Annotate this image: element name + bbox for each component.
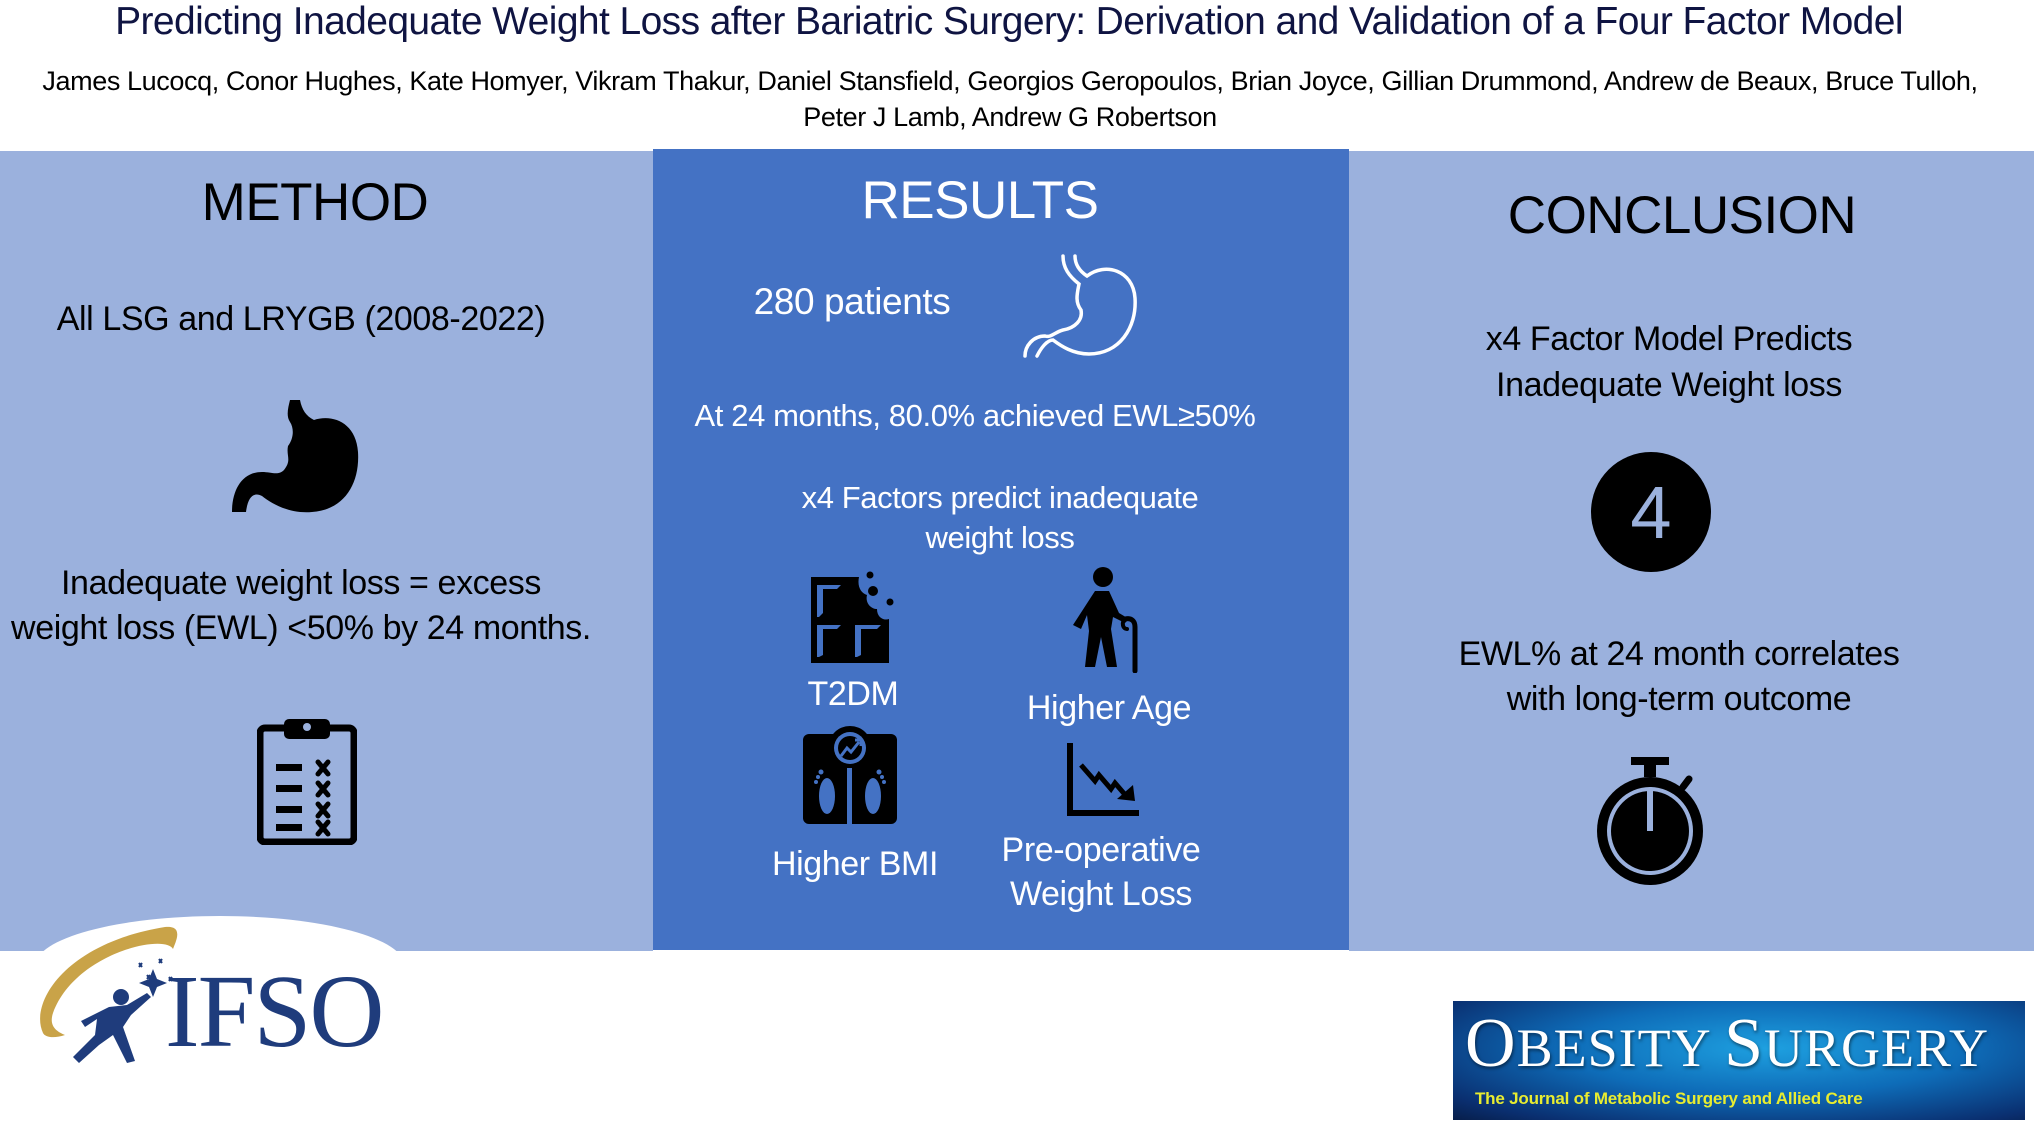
weighing-scale-icon (803, 726, 897, 824)
factor-age-label: Higher Age (1026, 689, 1192, 727)
method-procedures: All LSG and LRYGB (2008-2022) (56, 300, 546, 338)
factor-t2dm-label: T2DM (807, 675, 899, 713)
method-heading: METHOD (201, 173, 429, 232)
authors-line-2: Peter J Lamb, Andrew G Robertson (803, 102, 1217, 132)
ifso-logo-text: IFSO (165, 954, 384, 1069)
results-panel (653, 149, 1349, 950)
factors-intro-line-2: weight loss (925, 520, 1075, 555)
conclusion-correlation-line-2: with long-term outcome (1506, 680, 1852, 718)
method-definition-line-1: Inadequate weight loss = excess (61, 564, 541, 602)
results-heading: RESULTS (861, 171, 1099, 230)
number-four-badge-icon: 4 (1591, 452, 1711, 572)
badge-number: 4 (1630, 470, 1672, 554)
stomach-icon (232, 400, 359, 513)
stomach-outline-icon (1023, 254, 1137, 358)
declining-chart-icon (1067, 743, 1139, 816)
ifso-logo-emblem (40, 926, 178, 1063)
stopwatch-icon (1597, 757, 1703, 885)
factor-bmi-label: Higher BMI (771, 845, 939, 883)
conclusion-model-line-2: Inadequate Weight loss (1496, 366, 1842, 404)
patient-count: 280 patients (753, 281, 951, 322)
method-definition-line-2: weight loss (EWL) <50% by 24 months. (11, 609, 591, 647)
poster-title: Predicting Inadequate Weight Loss after … (115, 0, 1903, 43)
journal-title: OBESITY SURGERY (1465, 1005, 1990, 1082)
authors-line-1: James Lucocq, Conor Hughes, Kate Homyer,… (42, 66, 1978, 96)
conclusion-correlation-line-1: EWL% at 24 month correlates (1458, 635, 1900, 673)
clipboard-checklist-icon (257, 719, 357, 845)
elderly-person-icon (1073, 567, 1138, 673)
chocolate-bar-icon (811, 571, 894, 663)
ewl-achievement: At 24 months, 80.0% achieved EWL≥50% (694, 398, 1256, 433)
factor-preop-label-line-2: Weight Loss (1009, 875, 1193, 913)
factors-intro-line-1: x4 Factors predict inadequate (801, 480, 1199, 515)
journal-subtitle: The Journal of Metabolic Surgery and All… (1475, 1089, 1863, 1108)
factor-preop-label-line-1: Pre-operative (1001, 831, 1201, 869)
conclusion-model-line-1: x4 Factor Model Predicts (1485, 320, 1853, 358)
obesity-surgery-journal-logo: OBESITY SURGERY The Journal of Metabolic… (1453, 1001, 2025, 1120)
conclusion-heading: CONCLUSION (1507, 186, 1857, 245)
